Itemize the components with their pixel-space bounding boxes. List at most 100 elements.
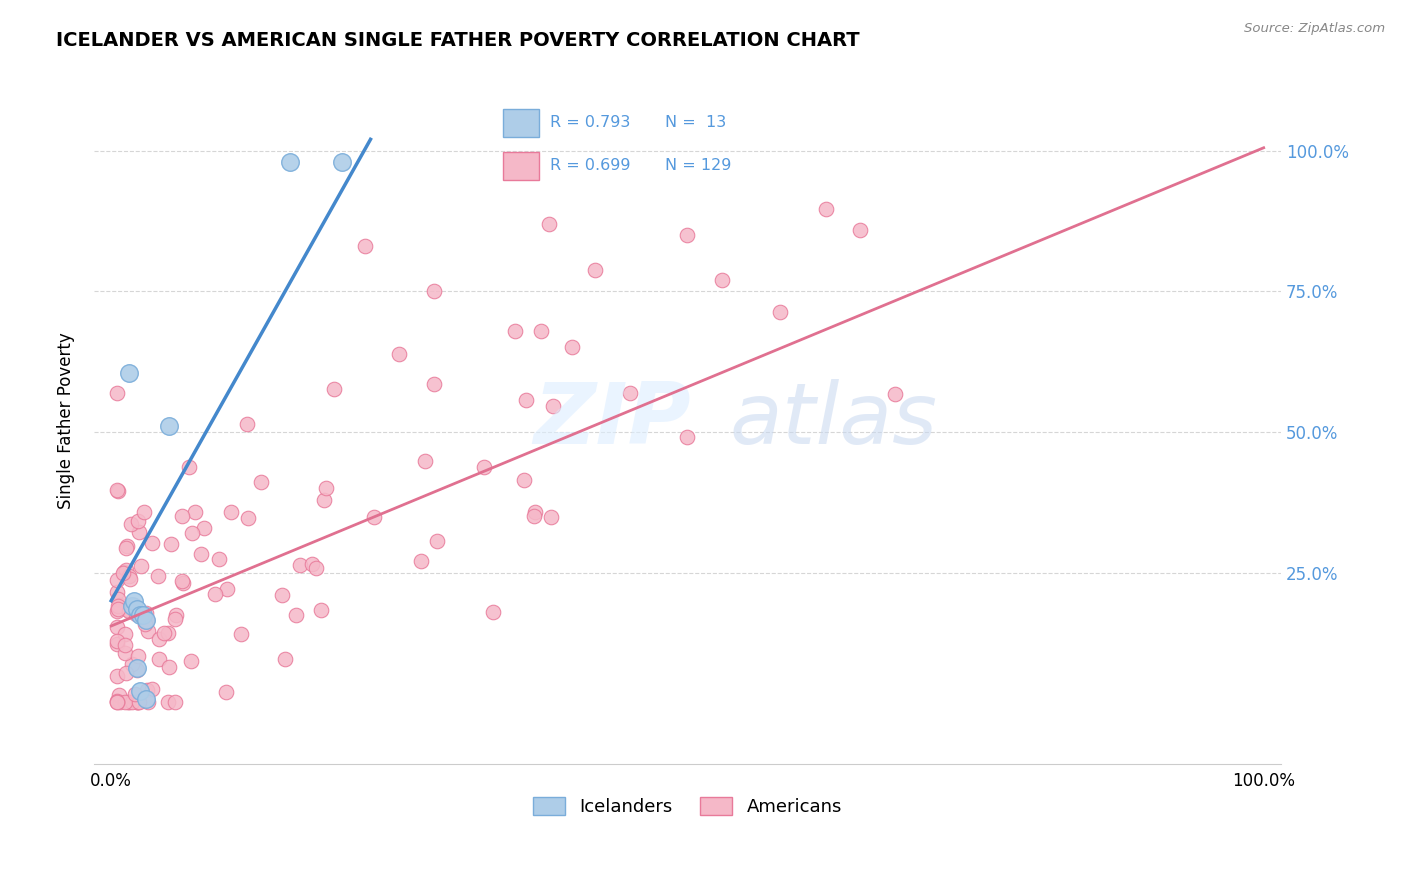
Point bbox=[221, 505, 243, 519]
Point bbox=[114, 626, 136, 640]
Point bbox=[129, 683, 152, 698]
Point bbox=[157, 626, 180, 640]
Point bbox=[274, 652, 297, 666]
Point bbox=[423, 376, 446, 391]
Point bbox=[105, 584, 128, 599]
Point bbox=[118, 695, 141, 709]
Point bbox=[217, 582, 239, 597]
Point bbox=[107, 591, 129, 606]
Point bbox=[278, 154, 301, 169]
Point bbox=[129, 607, 152, 622]
Point bbox=[136, 682, 159, 697]
Point bbox=[115, 602, 138, 616]
Point bbox=[814, 202, 837, 217]
Point bbox=[135, 606, 157, 620]
Point bbox=[170, 508, 193, 523]
Point bbox=[156, 695, 179, 709]
Point bbox=[172, 575, 194, 590]
Point bbox=[136, 613, 159, 627]
Point bbox=[215, 685, 238, 699]
Point bbox=[157, 419, 180, 434]
Point bbox=[472, 459, 495, 474]
Point bbox=[312, 492, 335, 507]
Point bbox=[190, 547, 212, 561]
Point bbox=[583, 262, 606, 277]
Point bbox=[114, 695, 136, 709]
Point bbox=[135, 692, 157, 706]
Point bbox=[148, 632, 170, 647]
Point bbox=[107, 599, 129, 614]
Point bbox=[271, 588, 294, 602]
Point bbox=[561, 341, 583, 355]
Point bbox=[134, 617, 156, 632]
Point bbox=[120, 517, 142, 532]
Point bbox=[125, 695, 148, 709]
Point bbox=[127, 514, 149, 528]
Point bbox=[105, 637, 128, 651]
Point bbox=[125, 607, 148, 621]
Point bbox=[363, 510, 385, 524]
Point bbox=[124, 687, 146, 701]
Point bbox=[540, 509, 562, 524]
Point bbox=[108, 695, 131, 709]
Point bbox=[125, 602, 148, 616]
Point bbox=[117, 539, 139, 553]
Point bbox=[285, 608, 308, 623]
Point bbox=[117, 603, 139, 617]
Point bbox=[290, 558, 312, 572]
Point bbox=[180, 525, 202, 540]
Point bbox=[117, 695, 139, 709]
Point bbox=[849, 223, 872, 237]
Text: Source: ZipAtlas.com: Source: ZipAtlas.com bbox=[1244, 22, 1385, 36]
Point bbox=[105, 695, 128, 709]
Point bbox=[769, 305, 792, 319]
Point bbox=[115, 541, 138, 556]
Point bbox=[131, 558, 153, 573]
Point bbox=[208, 552, 231, 566]
Point bbox=[503, 324, 526, 338]
Point bbox=[118, 604, 141, 618]
Point bbox=[172, 574, 194, 589]
Point bbox=[108, 688, 131, 702]
Point bbox=[125, 661, 148, 675]
Point bbox=[426, 533, 449, 548]
Point bbox=[301, 557, 323, 571]
Point bbox=[114, 638, 136, 652]
Point bbox=[388, 346, 411, 360]
Point bbox=[136, 694, 159, 708]
Point bbox=[315, 481, 337, 495]
Point bbox=[309, 603, 332, 617]
Point bbox=[323, 382, 346, 396]
Point bbox=[141, 536, 163, 550]
Point bbox=[236, 417, 259, 431]
Point bbox=[193, 520, 215, 534]
Point bbox=[107, 483, 129, 498]
Point bbox=[105, 620, 128, 634]
Point bbox=[711, 273, 734, 287]
Point bbox=[105, 604, 128, 618]
Point bbox=[250, 475, 273, 490]
Point bbox=[541, 399, 564, 413]
Point bbox=[165, 612, 187, 626]
Point bbox=[160, 537, 183, 551]
Point bbox=[180, 654, 202, 668]
Point bbox=[107, 602, 129, 616]
Point bbox=[305, 561, 328, 575]
Point bbox=[163, 695, 186, 709]
Point bbox=[523, 508, 546, 523]
Point bbox=[132, 607, 155, 622]
Point bbox=[128, 524, 150, 539]
Point bbox=[127, 648, 149, 663]
Point bbox=[513, 473, 536, 487]
Point bbox=[141, 681, 163, 696]
Point bbox=[118, 568, 141, 582]
Point bbox=[111, 566, 134, 581]
Point bbox=[413, 454, 436, 468]
Point bbox=[127, 695, 149, 709]
Point bbox=[157, 660, 180, 674]
Point bbox=[353, 239, 375, 253]
Point bbox=[121, 657, 143, 671]
Point bbox=[128, 695, 150, 709]
Point bbox=[515, 392, 537, 407]
Y-axis label: Single Father Poverty: Single Father Poverty bbox=[58, 332, 75, 509]
